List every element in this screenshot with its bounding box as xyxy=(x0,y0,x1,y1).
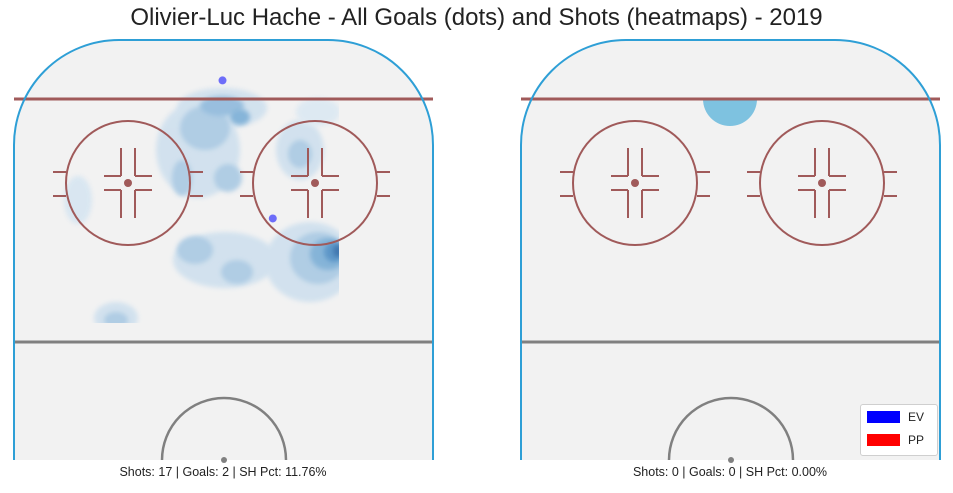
heat-contour xyxy=(200,96,244,116)
heat-contour xyxy=(296,98,340,126)
center-circle-right xyxy=(667,396,795,461)
legend: EV PP xyxy=(860,404,938,456)
legend-swatch-pp xyxy=(867,434,900,446)
chart-title: Olivier-Luc Hache - All Goals (dots) and… xyxy=(130,4,823,31)
center-circle-left xyxy=(160,396,288,461)
faceoff-circle-right-b xyxy=(747,120,897,246)
goal-dots-left xyxy=(218,76,277,223)
heat-contour xyxy=(172,160,192,196)
legend-label-ev: EV xyxy=(908,410,925,424)
rink-left xyxy=(13,39,434,463)
caption-right: Shots: 0 | Goals: 0 | SH Pct: 0.00% xyxy=(632,465,828,479)
heat-contour xyxy=(288,140,312,168)
legend-item-ev: EV xyxy=(867,410,924,424)
goal-dot xyxy=(218,76,227,85)
boards-left xyxy=(13,39,434,460)
heat-contour xyxy=(230,109,250,125)
faceoff-circle-left-a xyxy=(53,120,203,246)
heat-contour xyxy=(177,236,213,264)
heat-contour xyxy=(214,164,242,192)
heat-contour xyxy=(180,106,230,150)
rink-right xyxy=(520,39,941,463)
boards-right xyxy=(520,39,941,460)
faceoff-circle-left-b xyxy=(240,120,390,246)
heat-contour xyxy=(703,99,757,126)
legend-item-pp: PP xyxy=(867,433,924,447)
rink-right-ice xyxy=(521,40,940,460)
legend-label-pp: PP xyxy=(908,433,925,447)
legend-swatch-ev xyxy=(867,411,900,423)
goal-dot xyxy=(268,214,277,223)
heat-contour xyxy=(221,260,253,284)
caption-left: Shots: 17 | Goals: 2 | SH Pct: 11.76% xyxy=(119,465,327,479)
shot-heatmap-right xyxy=(703,99,757,126)
heat-contour xyxy=(64,176,92,224)
faceoff-circle-right-a xyxy=(560,120,710,246)
